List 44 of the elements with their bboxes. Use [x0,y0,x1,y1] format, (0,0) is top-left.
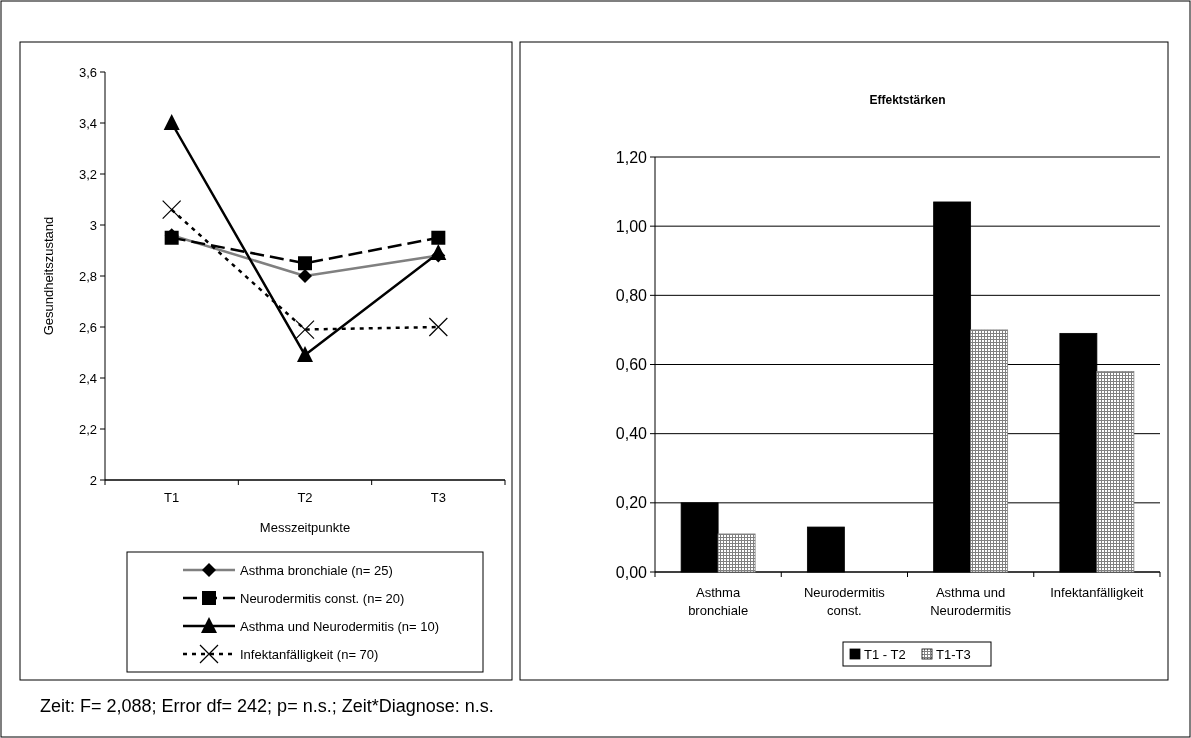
x-axis-title: Messzeitpunkte [259,520,351,535]
point [428,317,448,337]
point [295,319,315,340]
y-tick-label: 1,20 [615,148,648,166]
x-tick-label: Neurodermitis const. [803,585,886,618]
point [297,346,313,363]
text: Zeit: F= 2,088; Error df= 242; p= n.s.; Zeit*Diagnose: n.s. [40,696,494,716]
legend-label: Infektanfälligkeit (n= 70) [240,646,379,662]
y-tick-label: 1,00 [615,217,648,235]
y-tick-label: 2,2 [78,421,97,437]
y-tick-label: 2,8 [78,268,97,284]
legend-label: T1-T3 [936,646,971,662]
point [163,114,180,130]
bar [717,533,756,573]
y-tick-label: 3,6 [78,64,97,80]
x-tick-label: T2 [297,490,313,505]
y-tick-label: 2,6 [78,319,97,335]
legend-label: Asthma bronchiale (n= 25) [240,562,393,578]
y-tick-label: 0,80 [615,286,648,304]
chart-title: Effektstärken [869,93,946,107]
y-tick-label: 0,20 [615,494,648,512]
y-tick-label: 0,60 [615,356,648,374]
y-tick-label: 3,4 [78,115,97,131]
bar [970,329,1009,573]
y-tick-label: 3,2 [78,166,97,182]
point [298,256,312,271]
point [162,200,182,220]
legend-label: Asthma und Neurodermitis (n= 10) [240,618,440,634]
x-tick-label: Asthma bronchiale [688,585,749,618]
y-tick-label: 3 [89,217,97,233]
x-tick-label: Infektanfälligkeit [1050,585,1144,600]
y-axis-title: Gesundheitszustand [41,216,56,336]
bar [1096,371,1135,573]
point [431,230,446,245]
legend-label: T1 - T2 [864,646,906,662]
x-tick-label: T3 [430,490,446,505]
legend-label: Neurodermitis const. (n= 20) [240,590,405,606]
x-tick-label: Asthma und Neurodermitis [930,585,1012,618]
x-tick-label: T1 [164,490,180,505]
y-tick-label: 2,4 [78,370,97,386]
y-tick-label: 2 [89,472,97,488]
point [430,244,447,261]
y-tick-label: 0,40 [615,425,648,443]
y-tick-label: 0,00 [615,563,648,581]
